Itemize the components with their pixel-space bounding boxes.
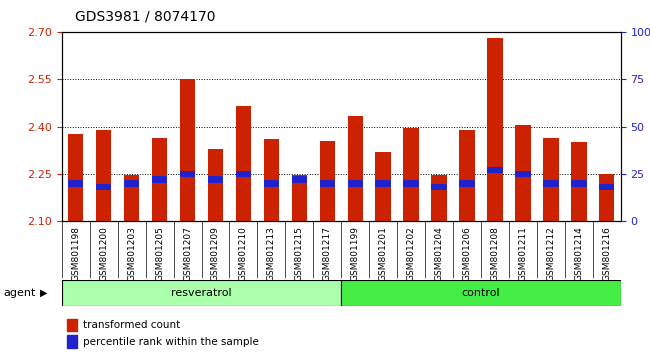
- Bar: [208, 176, 223, 183]
- Text: GSM801211: GSM801211: [519, 226, 527, 281]
- Bar: [515, 171, 530, 177]
- Text: GSM801206: GSM801206: [463, 226, 471, 281]
- Text: GSM801210: GSM801210: [239, 226, 248, 281]
- Bar: [96, 130, 111, 221]
- Bar: [124, 176, 139, 221]
- Bar: [264, 180, 279, 187]
- Text: agent: agent: [3, 288, 36, 298]
- Bar: [571, 180, 586, 187]
- Bar: [208, 149, 223, 221]
- Text: resveratrol: resveratrol: [171, 288, 232, 298]
- Bar: [404, 180, 419, 187]
- Text: GSM801199: GSM801199: [351, 226, 359, 281]
- Text: GSM801204: GSM801204: [435, 226, 443, 280]
- Text: GSM801217: GSM801217: [323, 226, 332, 281]
- Bar: [599, 174, 614, 221]
- Text: GDS3981 / 8074170: GDS3981 / 8074170: [75, 9, 215, 23]
- Text: GSM801205: GSM801205: [155, 226, 164, 281]
- Bar: [515, 125, 530, 221]
- Text: ▶: ▶: [40, 288, 47, 298]
- Text: GSM801198: GSM801198: [72, 226, 80, 281]
- Bar: [571, 142, 586, 221]
- Text: GSM801203: GSM801203: [127, 226, 136, 281]
- Bar: [68, 180, 83, 187]
- Bar: [68, 319, 77, 331]
- Bar: [320, 141, 335, 221]
- Text: GSM801208: GSM801208: [491, 226, 499, 281]
- Text: GSM801201: GSM801201: [379, 226, 387, 281]
- Bar: [152, 176, 167, 183]
- Bar: [236, 106, 251, 221]
- Bar: [376, 152, 391, 221]
- Bar: [460, 180, 474, 187]
- Bar: [543, 138, 558, 221]
- Bar: [599, 184, 614, 190]
- Bar: [152, 138, 167, 221]
- Bar: [124, 180, 139, 187]
- Bar: [320, 180, 335, 187]
- Bar: [180, 171, 195, 177]
- Bar: [68, 135, 83, 221]
- Bar: [180, 79, 195, 221]
- Bar: [460, 130, 474, 221]
- Bar: [488, 167, 502, 173]
- Text: GSM801202: GSM801202: [407, 226, 415, 280]
- Bar: [348, 180, 363, 187]
- Text: GSM801200: GSM801200: [99, 226, 108, 281]
- Text: GSM801214: GSM801214: [575, 226, 583, 280]
- Text: GSM801215: GSM801215: [295, 226, 304, 281]
- Bar: [348, 115, 363, 221]
- Bar: [68, 335, 77, 348]
- Bar: [404, 128, 419, 221]
- Text: percentile rank within the sample: percentile rank within the sample: [83, 337, 259, 347]
- Text: GSM801213: GSM801213: [267, 226, 276, 281]
- Bar: [292, 176, 307, 183]
- Bar: [432, 176, 447, 221]
- Bar: [376, 180, 391, 187]
- Bar: [292, 176, 307, 221]
- Bar: [341, 280, 621, 306]
- Text: GSM801212: GSM801212: [547, 226, 555, 280]
- Bar: [264, 139, 279, 221]
- Bar: [432, 184, 447, 190]
- Text: GSM801216: GSM801216: [603, 226, 611, 281]
- Text: control: control: [462, 288, 501, 298]
- Bar: [62, 280, 341, 306]
- Text: GSM801209: GSM801209: [211, 226, 220, 281]
- Bar: [543, 180, 558, 187]
- Bar: [236, 171, 251, 177]
- Bar: [96, 184, 111, 190]
- Text: GSM801207: GSM801207: [183, 226, 192, 281]
- Text: transformed count: transformed count: [83, 320, 180, 330]
- Bar: [488, 38, 502, 221]
